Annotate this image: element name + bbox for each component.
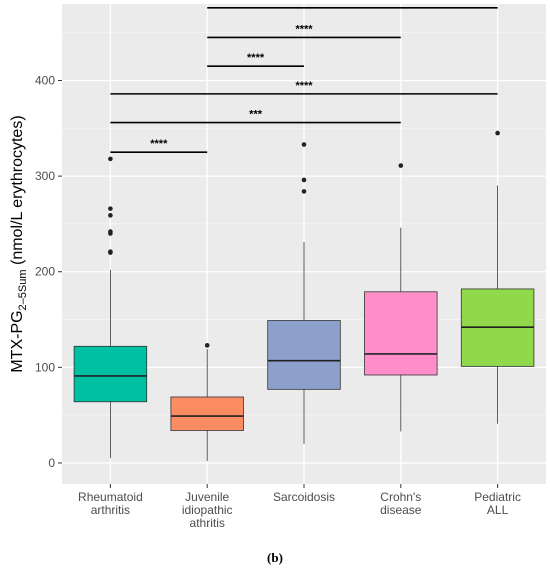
x-tick-label-line: arthritis	[91, 503, 130, 517]
x-tick-label-line: disease	[380, 503, 422, 517]
outlier-point	[495, 130, 500, 136]
y-axis-label-sub: 2–5Sum	[17, 269, 29, 310]
outlier-point	[108, 206, 113, 211]
box-group	[460, 130, 535, 424]
figure-caption: (b)	[267, 550, 283, 565]
significance-label: ***	[249, 109, 263, 121]
y-axis-label-main: MTX-PG	[9, 310, 26, 372]
x-tick-label: Rheumatoid arthritis	[78, 490, 143, 517]
x-tick-label-line: Rheumatoid	[78, 490, 143, 504]
significance-label: ****	[344, 0, 362, 6]
y-tick-label: 0	[48, 456, 55, 470]
box-group	[364, 163, 438, 432]
x-tick-label-line: ALL	[487, 503, 509, 517]
outlier-point	[108, 213, 113, 218]
box-group	[73, 156, 148, 459]
y-tick-label: 400	[35, 73, 55, 87]
x-tick-label: Pediatric ALL	[474, 490, 521, 517]
y-tick-label: 300	[35, 169, 55, 183]
significance-label: ****	[150, 138, 168, 150]
outlier-point	[108, 229, 113, 234]
outlier-point	[301, 142, 307, 147]
x-tick-label-line: Sarcoidosis	[273, 490, 335, 504]
box-iqr	[267, 320, 341, 390]
x-tick-label-line: Crohn's	[380, 490, 421, 504]
outlier-point	[204, 343, 210, 348]
outlier-point	[108, 249, 113, 254]
significance-label: ****	[295, 80, 313, 92]
x-tick-label-line: idiopathic	[182, 503, 233, 517]
y-tick-label: 200	[35, 265, 55, 279]
x-tick-label-line: Juvenile	[185, 490, 229, 504]
outlier-point	[398, 163, 404, 168]
significance-label: ****	[247, 52, 265, 64]
x-tick-label-line: athritis	[190, 516, 225, 530]
y-tick-label: 100	[35, 360, 55, 374]
outlier-point	[108, 156, 113, 162]
box-group	[170, 343, 244, 462]
box-iqr	[73, 345, 148, 403]
y-axis-label: MTX-PG2–5Sum (nmol/L erythrocytes)	[9, 115, 29, 372]
significance-label: ****	[295, 23, 313, 35]
x-tick-label-line: Pediatric	[474, 490, 521, 504]
outlier-point	[301, 189, 307, 194]
boxes	[73, 130, 535, 462]
box-iqr	[170, 396, 244, 431]
y-axis-label-rest: (nmol/L erythrocytes)	[9, 115, 26, 269]
significance-brackets: ***********************	[110, 0, 498, 154]
box-group	[267, 142, 341, 444]
x-tick-label: Crohn's disease	[380, 490, 422, 517]
x-tick-label: Juvenile idiopathic athritis	[182, 490, 233, 530]
x-tick-label: Sarcoidosis	[273, 490, 335, 504]
outlier-point	[301, 177, 307, 183]
axes: 0 100 200 300 400 Rheumatoid arthritis Juvenile…	[35, 73, 521, 530]
box-iqr	[364, 291, 438, 376]
